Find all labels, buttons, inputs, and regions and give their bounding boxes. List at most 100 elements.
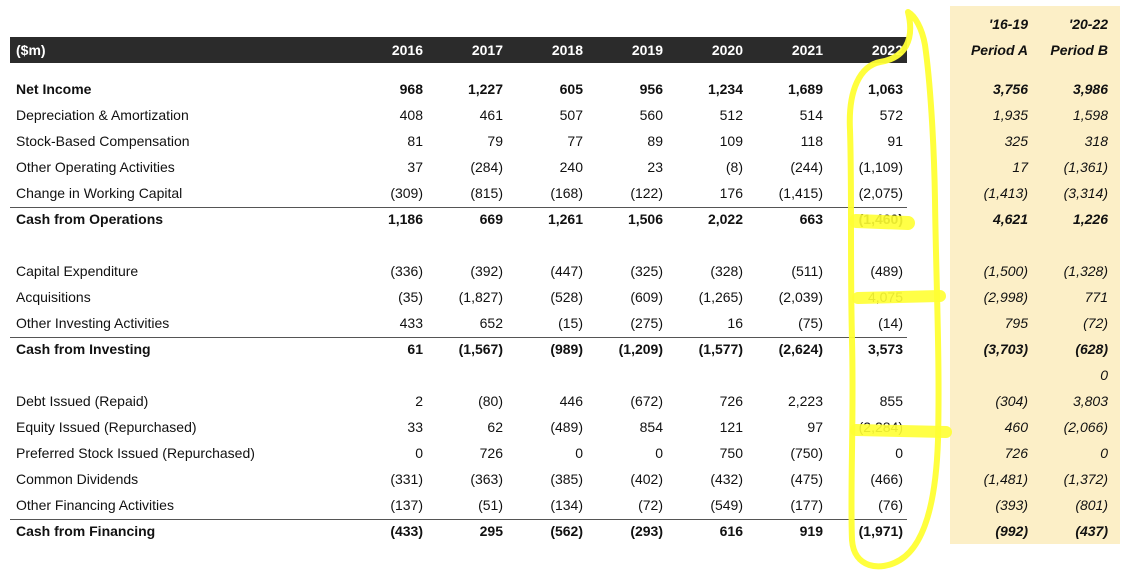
period-b-cell: (1,328): [1063, 263, 1108, 279]
value-cell-2019: (1,209): [618, 341, 663, 357]
value-cell-2022: 855: [879, 393, 903, 409]
value-cell-2019: (609): [630, 289, 663, 305]
value-cell-2020: (1,265): [698, 289, 743, 305]
period-b-cell: (801): [1075, 497, 1108, 513]
row-label: Preferred Stock Issued (Repurchased): [16, 445, 255, 461]
value-cell-2017: (51): [478, 497, 503, 513]
value-cell-2016: (331): [390, 471, 423, 487]
value-cell-2021: (177): [790, 497, 823, 513]
value-cell-2019: (122): [630, 185, 663, 201]
value-cell-2020: (549): [710, 497, 743, 513]
value-cell-2019: (275): [630, 315, 663, 331]
value-cell-2018: 1,261: [547, 211, 583, 227]
value-cell-2018: [505, 362, 583, 388]
value-cell-2022: 1,063: [867, 81, 903, 97]
value-cell-2017: (80): [478, 393, 503, 409]
value-cell-2021: 2,223: [787, 393, 823, 409]
value-cell-2017: [425, 232, 503, 258]
value-cell-2020: 750: [719, 445, 743, 461]
value-cell-2021: [745, 232, 823, 258]
period-a-cell: 1,935: [992, 107, 1028, 123]
value-cell-2016: 81: [407, 133, 423, 149]
row-label: Cash from Financing: [16, 523, 156, 539]
period-b-cell: (628): [1075, 341, 1108, 357]
row-label: Other Financing Activities: [16, 497, 174, 513]
period-b-cell: 318: [1084, 133, 1108, 149]
period-a-cell: 17: [1012, 159, 1028, 175]
total-rule: [10, 337, 907, 338]
value-cell-2016: (336): [390, 263, 423, 279]
period-a-cell: 795: [1004, 315, 1028, 331]
value-cell-2021: 663: [799, 211, 823, 227]
value-cell-2022: (76): [878, 497, 903, 513]
value-cell-2020: 512: [719, 107, 743, 123]
value-cell-2018: (528): [550, 289, 583, 305]
value-cell-2020: 616: [719, 523, 743, 539]
value-cell-2016: [345, 232, 423, 258]
value-cell-2016: 1,186: [387, 211, 423, 227]
value-cell-2021: 1,689: [787, 81, 823, 97]
period-summary-background: [950, 6, 1120, 544]
value-cell-2019: 1,506: [627, 211, 663, 227]
value-cell-2016: 61: [407, 341, 423, 357]
value-cell-2016: 433: [399, 315, 423, 331]
value-cell-2017: (815): [470, 185, 503, 201]
value-cell-2019: 956: [639, 81, 663, 97]
value-cell-2022: (1,460): [858, 211, 903, 227]
value-cell-2019: (402): [630, 471, 663, 487]
value-cell-2021: 514: [799, 107, 823, 123]
row-label: Net Income: [16, 81, 92, 97]
value-cell-2018: 0: [575, 445, 583, 461]
total-rule: [10, 519, 907, 520]
year-header-2016: 2016: [391, 42, 423, 58]
period-b-cell: 1,598: [1072, 107, 1108, 123]
value-cell-2021: (1,415): [778, 185, 823, 201]
value-cell-2019: [585, 232, 663, 258]
unit-label: ($m): [16, 42, 46, 58]
value-cell-2021: 97: [807, 419, 823, 435]
period-a-cell: 726: [1004, 445, 1028, 461]
value-cell-2020: 121: [719, 419, 743, 435]
value-cell-2022: 4,075: [867, 289, 903, 305]
value-cell-2017: (1,827): [458, 289, 503, 305]
value-cell-2021: (511): [791, 263, 823, 279]
value-cell-2017: (392): [470, 263, 503, 279]
value-cell-2019: (72): [638, 497, 663, 513]
value-cell-2020: 16: [727, 315, 743, 331]
value-cell-2019: (293): [630, 523, 663, 539]
value-cell-2018: [505, 232, 583, 258]
value-cell-2018: 240: [559, 159, 583, 175]
value-cell-2018: (489): [550, 419, 583, 435]
value-cell-2017: 652: [479, 315, 503, 331]
value-cell-2020: 2,022: [707, 211, 743, 227]
value-cell-2020: 109: [719, 133, 743, 149]
value-cell-2021: (244): [790, 159, 823, 175]
value-cell-2018: 77: [567, 133, 583, 149]
value-cell-2021: (750): [790, 445, 823, 461]
period-b-cell: (3,314): [1063, 185, 1108, 201]
period-a-cell: 3,756: [992, 81, 1028, 97]
value-cell-2018: (15): [558, 315, 583, 331]
period-b-cell: 0: [1100, 367, 1108, 383]
value-cell-2022: (2,075): [858, 185, 903, 201]
value-cell-2017: 295: [479, 523, 503, 539]
period-b-cell: 771: [1084, 289, 1108, 305]
period-a-cell: (393): [995, 497, 1028, 513]
value-cell-2016: (137): [390, 497, 423, 513]
period-b-cell: 3,986: [1072, 81, 1108, 97]
value-cell-2018: (134): [550, 497, 583, 513]
year-header-2022: 2022: [871, 42, 903, 58]
value-cell-2017: [425, 362, 503, 388]
value-cell-2019: [585, 362, 663, 388]
value-cell-2018: (989): [550, 341, 583, 357]
value-cell-2022: (466): [870, 471, 903, 487]
row-label: Stock-Based Compensation: [16, 133, 190, 149]
value-cell-2022: (1,971): [858, 523, 903, 539]
value-cell-2018: (447): [550, 263, 583, 279]
value-cell-2021: (75): [798, 315, 823, 331]
row-label: Cash from Investing: [16, 341, 151, 357]
value-cell-2022: [825, 362, 903, 388]
period-b-name: Period B: [1050, 42, 1108, 58]
value-cell-2017: (284): [470, 159, 503, 175]
value-cell-2016: [345, 362, 423, 388]
